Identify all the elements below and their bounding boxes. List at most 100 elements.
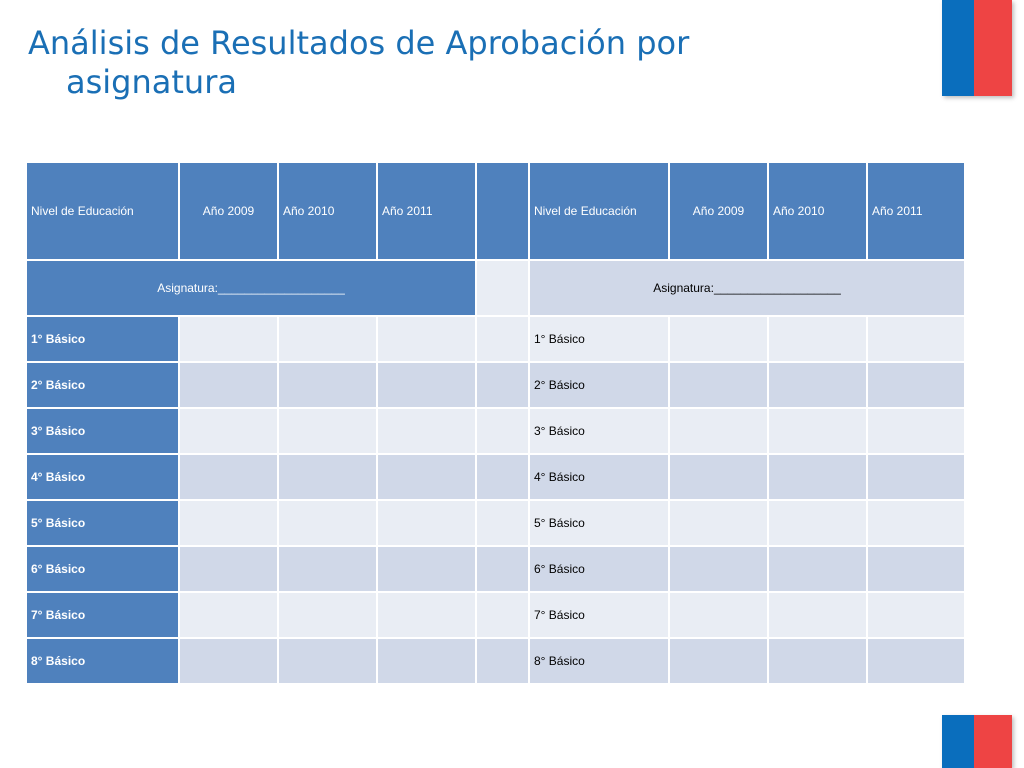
cell-separator — [475, 361, 530, 409]
flag-blue-stripe — [942, 715, 974, 768]
cell-2011-left — [376, 407, 477, 455]
level-label-left: 8° Básico — [25, 637, 180, 685]
level-label-right: 5° Básico — [528, 499, 670, 547]
cell-2009-right — [668, 545, 769, 593]
cell-2009-left — [178, 637, 279, 685]
level-label-right: 8° Básico — [528, 637, 670, 685]
cell-2011-left — [376, 315, 477, 363]
cell-2010-right — [767, 637, 868, 685]
cell-2011-left — [376, 361, 477, 409]
cell-2009-right — [668, 453, 769, 501]
table-header-row: Nivel de Educación Año 2009 Año 2010 Año… — [25, 161, 966, 261]
cell-2010-right — [767, 545, 868, 593]
subject-label-left: Asignatura:___________________ — [25, 259, 477, 317]
flag-red-stripe — [974, 0, 1012, 96]
cell-2009-right — [668, 361, 769, 409]
header-year-2011-left: Año 2011 — [376, 161, 477, 261]
header-level-right: Nivel de Educación — [528, 161, 670, 261]
cell-2010-left — [277, 499, 378, 547]
cell-2011-right — [866, 545, 966, 593]
flag-red-stripe — [974, 715, 1012, 768]
cell-2009-left — [178, 499, 279, 547]
header-level-left: Nivel de Educación — [25, 161, 180, 261]
cell-2010-right — [767, 361, 868, 409]
cell-2009-right — [668, 407, 769, 455]
cell-separator — [475, 637, 530, 685]
subject-separator — [475, 259, 530, 317]
cell-2010-right — [767, 499, 868, 547]
cell-2011-right — [866, 499, 966, 547]
level-label-right: 1° Básico — [528, 315, 670, 363]
chile-flag-logo-bottom — [942, 715, 1012, 768]
cell-separator — [475, 499, 530, 547]
table-row: 3° Básico 3° Básico — [25, 407, 966, 455]
cell-2009-right — [668, 637, 769, 685]
table-row: 4° Básico 4° Básico — [25, 453, 966, 501]
flag-blue-stripe — [942, 0, 974, 96]
table-row: 6° Básico 6° Básico — [25, 545, 966, 593]
cell-2010-left — [277, 361, 378, 409]
table-row: 1° Básico 1° Básico — [25, 315, 966, 363]
cell-2011-right — [866, 361, 966, 409]
level-label-right: 7° Básico — [528, 591, 670, 639]
cell-2010-left — [277, 591, 378, 639]
cell-2010-right — [767, 407, 868, 455]
cell-separator — [475, 453, 530, 501]
level-label-right: 3° Básico — [528, 407, 670, 455]
cell-2011-left — [376, 499, 477, 547]
level-label-left: 2° Básico — [25, 361, 180, 409]
cell-2011-right — [866, 315, 966, 363]
header-separator — [475, 161, 530, 261]
table-row: 2° Básico 2° Básico — [25, 361, 966, 409]
cell-2011-left — [376, 637, 477, 685]
cell-2011-left — [376, 545, 477, 593]
cell-2011-right — [866, 637, 966, 685]
cell-2010-right — [767, 453, 868, 501]
approval-results-table: Nivel de Educación Año 2009 Año 2010 Año… — [25, 161, 966, 685]
cell-2009-right — [668, 499, 769, 547]
header-year-2010-right: Año 2010 — [767, 161, 868, 261]
table-row: 7° Básico 7° Básico — [25, 591, 966, 639]
cell-2009-left — [178, 315, 279, 363]
cell-2010-right — [767, 591, 868, 639]
level-label-left: 7° Básico — [25, 591, 180, 639]
cell-2009-left — [178, 361, 279, 409]
chile-flag-logo-top — [942, 0, 1012, 96]
header-year-2009-right: Año 2009 — [668, 161, 769, 261]
table-row: 5° Básico 5° Básico — [25, 499, 966, 547]
cell-2010-left — [277, 545, 378, 593]
cell-2010-left — [277, 637, 378, 685]
level-label-left: 1° Básico — [25, 315, 180, 363]
cell-2011-left — [376, 453, 477, 501]
cell-separator — [475, 591, 530, 639]
level-label-right: 2° Básico — [528, 361, 670, 409]
header-year-2010-left: Año 2010 — [277, 161, 378, 261]
cell-2009-right — [668, 591, 769, 639]
title-line-2: asignatura — [66, 63, 237, 101]
cell-2011-left — [376, 591, 477, 639]
level-label-left: 5° Básico — [25, 499, 180, 547]
cell-2010-left — [277, 407, 378, 455]
page-title: Análisis de Resultados de Aprobación por… — [28, 24, 908, 102]
cell-2011-right — [866, 453, 966, 501]
cell-2010-left — [277, 315, 378, 363]
cell-2009-left — [178, 407, 279, 455]
cell-2011-right — [866, 591, 966, 639]
cell-separator — [475, 315, 530, 363]
subject-label-right: Asignatura:___________________ — [528, 259, 966, 317]
cell-2011-right — [866, 407, 966, 455]
cell-separator — [475, 545, 530, 593]
level-label-right: 4° Básico — [528, 453, 670, 501]
cell-2010-right — [767, 315, 868, 363]
level-label-left: 3° Básico — [25, 407, 180, 455]
cell-2009-left — [178, 545, 279, 593]
cell-2009-left — [178, 591, 279, 639]
cell-separator — [475, 407, 530, 455]
header-year-2009-left: Año 2009 — [178, 161, 279, 261]
cell-2009-left — [178, 453, 279, 501]
level-label-right: 6° Básico — [528, 545, 670, 593]
cell-2010-left — [277, 453, 378, 501]
subject-row: Asignatura:___________________ Asignatur… — [25, 259, 966, 317]
table-row: 8° Básico 8° Básico — [25, 637, 966, 685]
level-label-left: 6° Básico — [25, 545, 180, 593]
